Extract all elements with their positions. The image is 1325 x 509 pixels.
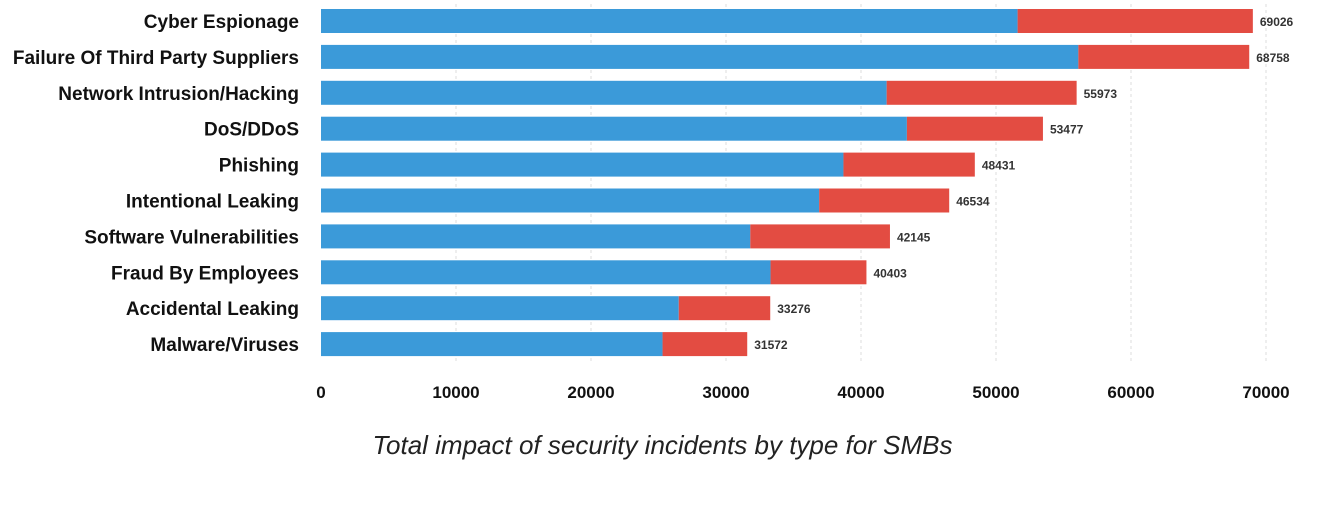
category-label: Failure Of Third Party Suppliers xyxy=(13,48,299,69)
x-tick-label: 10000 xyxy=(432,383,479,402)
bar-segment-primary xyxy=(321,44,1079,69)
bar-segment-primary xyxy=(321,260,771,285)
bar-segment-secondary xyxy=(886,80,1077,105)
bar-segment-primary xyxy=(321,332,663,357)
total-label: 55973 xyxy=(1084,87,1118,101)
total-label: 40403 xyxy=(873,266,907,280)
bar-segment-primary xyxy=(321,80,887,105)
total-label: 31572 xyxy=(754,338,788,352)
bar-segment-primary xyxy=(321,224,751,249)
total-label: 53477 xyxy=(1050,123,1084,137)
category-label: Cyber Espionage xyxy=(144,12,299,33)
bar-segment-secondary xyxy=(678,296,771,321)
bar-segment-secondary xyxy=(819,188,950,213)
total-label: 48431 xyxy=(982,159,1016,173)
x-tick-label: 50000 xyxy=(972,383,1019,402)
bar-segment-secondary xyxy=(770,260,867,285)
category-label: Software Vulnerabilities xyxy=(84,227,299,248)
x-tick-label: 30000 xyxy=(702,383,749,402)
category-label: DoS/DDoS xyxy=(204,120,299,141)
category-label: Network Intrusion/Hacking xyxy=(58,84,299,105)
category-label: Accidental Leaking xyxy=(126,299,299,320)
category-label: Phishing xyxy=(219,156,299,177)
x-tick-label: 0 xyxy=(316,383,325,402)
category-label: Fraud By Employees xyxy=(111,263,299,284)
total-label: 68758 xyxy=(1256,51,1290,65)
bar-segment-secondary xyxy=(843,152,975,177)
total-label: 46534 xyxy=(956,195,990,209)
bar-segment-primary xyxy=(321,296,679,321)
bar-segment-secondary xyxy=(1017,9,1253,33)
x-tick-label: 60000 xyxy=(1107,383,1154,402)
chart-title: Total impact of security incidents by ty… xyxy=(372,430,953,460)
bar-segment-primary xyxy=(321,116,907,141)
bar-segment-primary xyxy=(321,9,1018,33)
total-label: 69026 xyxy=(1260,15,1294,29)
bar-segment-secondary xyxy=(750,224,890,249)
bar-segment-secondary xyxy=(662,332,748,357)
bar-segment-primary xyxy=(321,152,844,177)
chart-svg: Cyber Espionage 69026 Failure Of Third Par… xyxy=(13,4,1294,402)
bar-segment-secondary xyxy=(906,116,1043,141)
x-tick-label: 40000 xyxy=(837,383,884,402)
bar-segment-secondary xyxy=(1078,44,1250,69)
bar-segment-primary xyxy=(321,188,820,213)
x-tick-label: 20000 xyxy=(567,383,614,402)
total-label: 33276 xyxy=(777,302,811,316)
category-label: Malware/Viruses xyxy=(150,335,299,356)
category-label: Intentional Leaking xyxy=(126,192,299,213)
bars xyxy=(321,9,1253,357)
x-tick-label: 70000 xyxy=(1242,383,1289,402)
total-label: 42145 xyxy=(897,230,931,244)
